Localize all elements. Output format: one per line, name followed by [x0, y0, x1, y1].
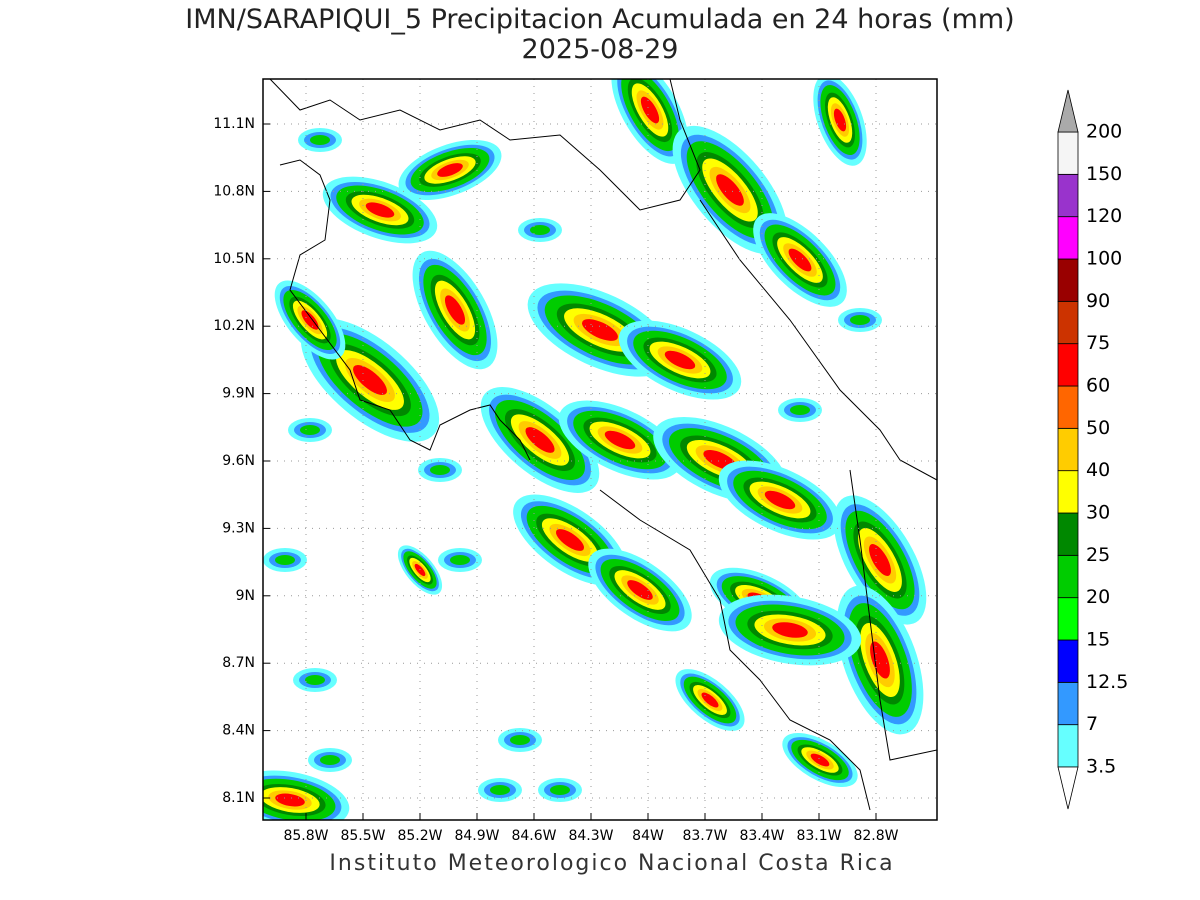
colorbar-segment [1057, 131, 1079, 175]
footer: Instituto Meteorologico Nacional Costa R… [329, 851, 894, 876]
lon-label: 83.7W [682, 828, 727, 844]
colorbar-segment [1057, 173, 1079, 218]
colorbar-segment [1057, 724, 1079, 768]
title: IMN/SARAPIQUI_5 Precipitacion Acumulada … [185, 4, 1014, 35]
colorbar-segment [1057, 512, 1079, 556]
lat-label: 9N [236, 588, 255, 604]
colorbar-segment [1057, 343, 1079, 387]
colorbar-segment [1057, 300, 1079, 345]
lon-label: 85.5W [340, 828, 385, 844]
lon-label: 85.2W [397, 828, 442, 844]
colorbar-label: 75 [1086, 332, 1110, 354]
lon-label: 84.6W [511, 828, 556, 844]
colorbar: 3.5 7 12.5 15 20 25 30 40 50 60 75 90 100 120 150 200 [1057, 89, 1128, 810]
colorbar-label: 150 [1086, 163, 1122, 185]
colorbar-under [1057, 766, 1079, 810]
colorbar-segment [1057, 639, 1079, 683]
colorbar-label: 15 [1086, 629, 1110, 651]
lat-label: 11.1N [213, 116, 255, 132]
colorbar-label: 120 [1086, 205, 1122, 227]
lon-label: 85.8W [283, 828, 328, 844]
lon-label: 84.9W [454, 828, 499, 844]
lat-label: 10.5N [213, 251, 255, 267]
lat-label: 10.8N [213, 183, 255, 199]
colorbar-segment [1057, 554, 1079, 599]
colorbar-label: 60 [1086, 375, 1110, 397]
lat-label: 9.3N [222, 520, 255, 536]
lat-label: 8.4N [222, 723, 255, 739]
colorbar-segment [1057, 427, 1079, 472]
lat-label: 9.6N [222, 453, 255, 469]
colorbar-label: 90 [1086, 290, 1110, 312]
lon-label: 83.1W [796, 828, 841, 844]
lon-label: 83.4W [739, 828, 784, 844]
colorbar-segment [1057, 470, 1079, 514]
colorbar-label: 3.5 [1086, 756, 1116, 778]
lat-label: 8.7N [222, 655, 255, 671]
lon-label: 84W [632, 828, 664, 844]
colorbar-label: 40 [1086, 459, 1110, 481]
lon-label: 84.3W [568, 828, 613, 844]
lon-label: 82.8W [853, 828, 898, 844]
colorbar-segment [1057, 385, 1079, 429]
lat-label: 9.9N [222, 386, 255, 402]
lat-label: 8.1N [222, 790, 255, 806]
colorbar-over [1057, 89, 1079, 133]
colorbar-segment [1057, 597, 1079, 641]
subtitle: 2025-08-29 [522, 34, 679, 65]
colorbar-segment [1057, 681, 1079, 726]
graticule: 11.1N 10.8N 10.5N 10.2N 9.9N 9.6N 9.3N 9N 8.7N 8.… [213, 79, 937, 844]
colorbar-label: 12.5 [1086, 671, 1128, 693]
colorbar-label: 50 [1086, 417, 1110, 439]
colorbar-label: 25 [1086, 544, 1110, 566]
lat-label: 10.2N [213, 318, 255, 334]
colorbar-segment [1057, 258, 1079, 302]
colorbar-label: 7 [1086, 713, 1098, 735]
colorbar-label: 200 [1086, 121, 1122, 143]
colorbar-label: 20 [1086, 586, 1110, 608]
colorbar-label: 30 [1086, 502, 1110, 524]
map-frame [262, 78, 938, 821]
colorbar-segment [1057, 216, 1079, 260]
precip-field [263, 79, 937, 820]
colorbar-label: 100 [1086, 248, 1122, 270]
